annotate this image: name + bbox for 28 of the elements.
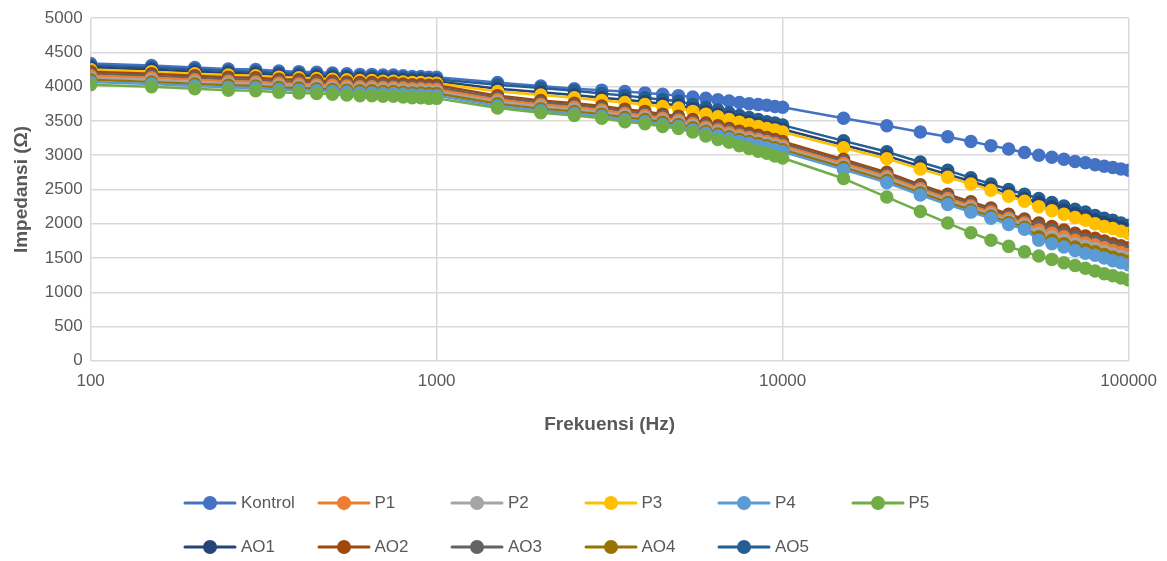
y-tick-label: 3000: [44, 144, 83, 164]
y-tick-label: 4000: [44, 76, 83, 96]
y-axis-title: Impedansi (Ω): [9, 125, 31, 254]
legend-label: P2: [508, 493, 529, 513]
legend-label: AO3: [508, 537, 543, 557]
y-tick-label: 1500: [44, 247, 83, 267]
legend-label: P3: [641, 493, 663, 513]
legend-label: P4: [775, 493, 796, 513]
y-tick-label: 4500: [44, 42, 83, 62]
legend-label: Kontrol: [241, 493, 295, 513]
legend-label: AO2: [374, 537, 409, 557]
legend-label: AO5: [775, 537, 810, 557]
legend-label: AO1: [241, 537, 276, 557]
y-tick-label: 2000: [44, 213, 83, 233]
legend-label: AO4: [641, 537, 676, 557]
x-tick-label: 1000: [417, 370, 456, 390]
y-tick-label: 3500: [44, 110, 83, 130]
y-tick-label: 2500: [44, 179, 83, 199]
legend-label: P5: [908, 493, 930, 513]
y-tick-label: 5000: [44, 7, 83, 27]
x-axis-title: Frekuensi (Hz): [544, 412, 676, 434]
x-tick-label: 10000: [758, 370, 807, 390]
x-tick-label: 100: [76, 370, 105, 390]
y-tick-label: 500: [54, 316, 83, 336]
y-tick-label: 1000: [44, 281, 83, 301]
x-tick-label: 100000: [1100, 370, 1157, 390]
legend-label: P1: [374, 493, 396, 513]
y-tick-label: 0: [73, 350, 83, 370]
